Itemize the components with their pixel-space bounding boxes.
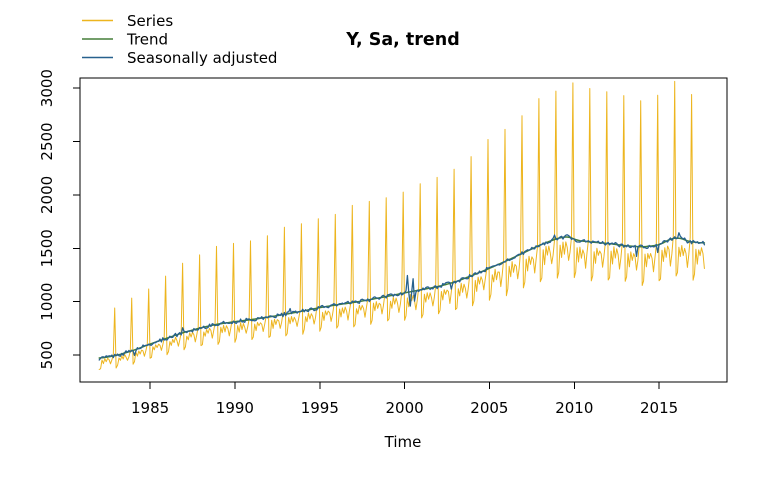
- y-tick-label: 500: [38, 341, 56, 370]
- legend: Series Trend Seasonally adjusted: [82, 12, 277, 67]
- y-tick-label: 1500: [38, 229, 56, 267]
- x-tick-label: 1985: [131, 399, 169, 417]
- line-series: [98, 80, 705, 370]
- y-tick-label: 2500: [38, 122, 56, 160]
- x-tick-label: 2000: [386, 399, 424, 417]
- legend-label-seasonally-adjusted: Seasonally adjusted: [127, 49, 277, 67]
- x-tick-label: 1990: [216, 399, 254, 417]
- y-tick-label: 3000: [38, 69, 56, 107]
- plot-lines: [98, 80, 706, 370]
- y-tick-label: 2000: [38, 176, 56, 214]
- plot-box: [79, 77, 728, 383]
- x-tick-label: 1995: [301, 399, 339, 417]
- x-tick-label: 2015: [640, 399, 678, 417]
- legend-label-series: Series: [127, 12, 173, 30]
- chart-title: Y, Sa, trend: [345, 30, 460, 50]
- line-seasonally-adjusted: [98, 232, 706, 361]
- legend-label-trend: Trend: [126, 30, 168, 48]
- y-tick-label: 1000: [38, 283, 56, 321]
- x-tick-label: 2010: [555, 399, 593, 417]
- x-axis-label: Time: [384, 433, 422, 451]
- axes: 1985 1990 1995 2000 2005 2010 2015 500 1000 1500 2…: [38, 69, 678, 417]
- x-tick-label: 2005: [470, 399, 508, 417]
